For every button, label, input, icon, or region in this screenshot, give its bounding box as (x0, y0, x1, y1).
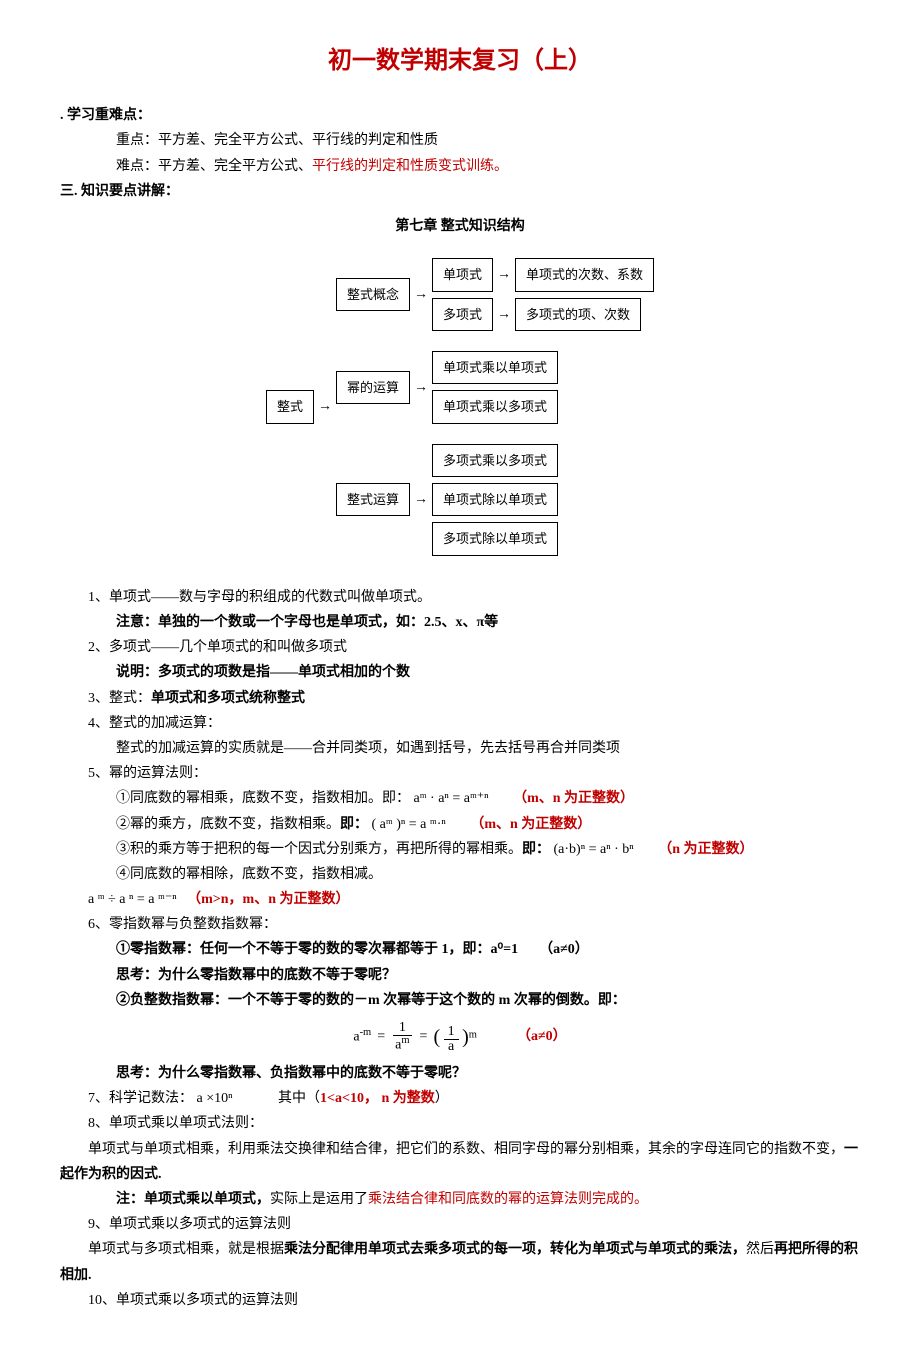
item-6-think2: 思考：为什么零指数幂、负指数幂中的底数不等于零呢？ (116, 1061, 860, 1086)
p1note-b: 等 (484, 615, 498, 630)
chapter7-title: 第七章 整式知识结构 (60, 214, 860, 239)
p8note-c: 乘法结合律和同底数的幂的运算法则完成的。 (368, 1192, 648, 1207)
section3-header: 三. 知识要点讲解： (60, 179, 860, 204)
diagram-root: 整式 (266, 390, 314, 423)
diagram-mono-r: 单项式的次数、系数 (515, 258, 654, 291)
item-7: 7、科学记数法： a ×10ⁿ 其中（1<a<10， n 为整数） (88, 1086, 860, 1111)
p5-2a: ②幂的乘方，底数不变，指数相乘。 (116, 817, 340, 832)
item-9-text: 单项式与多项式相乘，就是根据乘法分配律用单项式去乘多项式的每一项，转化为单项式与… (60, 1237, 860, 1287)
diagram-op3: 多项式乘以多项式 (432, 444, 558, 477)
p5-1f: aᵐ · aⁿ = aᵐ⁺ⁿ (414, 791, 489, 806)
p8note-b: 实际上是运用了 (270, 1192, 368, 1207)
difficulty-text-a: 平方差、完全平方公式、 (158, 159, 312, 174)
knowledge-diagram: 整式 → 整式概念 → 单项式 → 单项式的次数、系数 多项式 → 多项式的项、… (60, 249, 860, 565)
p6-1a: ①零指数幂： (116, 942, 200, 957)
p9text-b: 乘法分配律用单项式去乘多项式的每一项，转化为单项式与单项式的乘法， (284, 1242, 746, 1257)
p5-2b: 即： (340, 817, 368, 832)
item-8-text: 单项式与单项式相乘，利用乘法交换律和结合律，把它们的系数、相同字母的幂分别相乘，… (60, 1137, 860, 1187)
p5-3c: （n 为正整数） (665, 842, 753, 857)
emphasis-line: 重点：平方差、完全平方公式、平行线的判定和性质 (116, 128, 860, 153)
p9text-c: 然后 (746, 1242, 774, 1257)
p5-1c: （m、n 为正整数） (520, 791, 634, 806)
p6-1b: 任何一个不等于零的数的零次幂都等于 1，即：a⁰=1 （a≠0） (200, 942, 589, 957)
item-5-2: ②幂的乘方，底数不变，指数相乘。即： ( aᵐ )ⁿ = a ᵐ·ⁿ （m、n … (116, 812, 860, 837)
p5-2c: （m、n 为正整数） (477, 817, 591, 832)
item-6-think1: 思考：为什么零指数幂中的底数不等于零呢？ (116, 963, 860, 988)
neg-exp-formula: a-m = 1 am = ( 1 a )m （a≠0） (60, 1019, 860, 1055)
arrow-icon: → (410, 487, 432, 512)
item-2: 2、多项式——几个单项式的和叫做多项式 (88, 635, 860, 660)
item-5-3: ③积的乘方等于把积的每一个因式分别乘方，再把所得的幂相乘。即： (a·b)ⁿ =… (116, 837, 860, 862)
emphasis-label: 重点： (116, 133, 158, 148)
item-10: 10、单项式乘以多项式的运算法则 (88, 1288, 860, 1313)
arrow-icon: → (410, 375, 432, 400)
diagram-l2a: 整式概念 (336, 278, 410, 311)
difficulty-text-b: 平行线的判定和性质变式训练。 (312, 159, 508, 174)
p7d: ） (435, 1091, 449, 1106)
study-header: . 学习重难点： (60, 103, 860, 128)
arrow-icon: → (493, 262, 515, 287)
item-6-2: ②负整数指数幂：一个不等于零的数的－m 次幂等于这个数的 m 次幂的倒数。即： (116, 988, 860, 1013)
p3a: 3、整式： (88, 691, 151, 706)
diagram-op5: 多项式除以单项式 (432, 522, 558, 555)
p8note-a: 注：单项式乘以单项式， (116, 1192, 270, 1207)
diagram-poly-r: 多项式的项、次数 (515, 298, 641, 331)
arrow-icon: → (493, 302, 515, 327)
p5-4f: a ᵐ ÷ a ⁿ = a ᵐ⁻ⁿ (88, 892, 177, 907)
item-4: 4、整式的加减运算： (88, 711, 860, 736)
p7f: a ×10ⁿ (197, 1091, 233, 1106)
item-3: 3、整式：单项式和多项式统称整式 (88, 686, 860, 711)
item-9: 9、单项式乘以多项式的运算法则 (88, 1212, 860, 1237)
item-5-4: ④同底数的幂相除，底数不变，指数相减。 (116, 862, 860, 887)
p1note-a: 注意：单独的一个数或一个字母也是单项式，如：2.5、x、 (116, 615, 477, 630)
diagram-l2b: 幂的运算 (336, 371, 410, 404)
difficulty-line: 难点：平方差、完全平方公式、平行线的判定和性质变式训练。 (116, 154, 860, 179)
item-1: 1、单项式——数与字母的积组成的代数式叫做单项式。 (88, 585, 860, 610)
p3b: 单项式和多项式统称整式 (151, 691, 305, 706)
p6-2c: （a≠0） (517, 1024, 567, 1049)
item-8: 8、单项式乘以单项式法则： (88, 1111, 860, 1136)
arrow-icon: → (314, 394, 336, 419)
page-title: 初一数学期末复习（上） (60, 40, 860, 83)
p9text-a: 单项式与多项式相乘，就是根据 (88, 1242, 284, 1257)
p5-3b: 即： (522, 842, 550, 857)
p5-1a: ①同底数的幂相乘，底数不变，指数相加。即： (116, 791, 410, 806)
item-2-note: 说明：多项式的项数是指——单项式相加的个数 (116, 660, 860, 685)
diagram-op4: 单项式除以单项式 (432, 483, 558, 516)
p7c: 1<a<10， n 为整数 (320, 1091, 435, 1106)
item-8-note: 注：单项式乘以单项式，实际上是运用了乘法结合律和同底数的幂的运算法则完成的。 (116, 1187, 860, 1212)
item-4-text: 整式的加减运算的实质就是——合并同类项，如遇到括号，先去括号再合并同类项 (116, 736, 860, 761)
diagram-op2: 单项式乘以多项式 (432, 390, 558, 423)
item-5-1: ①同底数的幂相乘，底数不变，指数相加。即： aᵐ · aⁿ = aᵐ⁺ⁿ （m、… (116, 786, 860, 811)
difficulty-label: 难点： (116, 159, 158, 174)
item-6: 6、零指数幂与负整数指数幂： (88, 912, 860, 937)
p5-3a: ③积的乘方等于把积的每一个因式分别乘方，再把所得的幂相乘。 (116, 842, 522, 857)
diagram-op1: 单项式乘以单项式 (432, 351, 558, 384)
p5-2f: ( aᵐ )ⁿ = a ᵐ·ⁿ (372, 817, 446, 832)
diagram-l2c: 整式运算 (336, 483, 410, 516)
item-5: 5、幂的运算法则： (88, 761, 860, 786)
arrow-icon: → (410, 282, 432, 307)
p5-4c: （m>n，m、n 为正整数） (194, 892, 349, 907)
p5-3f: (a·b)ⁿ = aⁿ · bⁿ (554, 842, 634, 857)
diagram-mono: 单项式 (432, 258, 493, 291)
p7a: 7、科学记数法： (88, 1091, 193, 1106)
p8text-a: 单项式与单项式相乘，利用乘法交换律和结合律，把它们的系数、相同字母的幂分别相乘，… (88, 1142, 844, 1157)
item-6-1: ①零指数幂：任何一个不等于零的数的零次幂都等于 1，即：a⁰=1 （a≠0） (116, 937, 860, 962)
p7b: 其中（ (278, 1091, 320, 1106)
diagram-poly: 多项式 (432, 298, 493, 331)
item-5-4f-line: a ᵐ ÷ a ⁿ = a ᵐ⁻ⁿ （m>n，m、n 为正整数） (88, 887, 860, 912)
item-1-note: 注意：单独的一个数或一个字母也是单项式，如：2.5、x、π等 (116, 610, 860, 635)
emphasis-text: 平方差、完全平方公式、平行线的判定和性质 (158, 133, 438, 148)
